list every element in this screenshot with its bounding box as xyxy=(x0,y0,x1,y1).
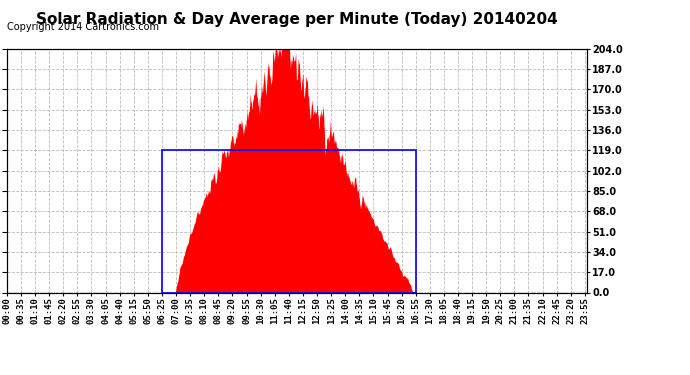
Bar xyxy=(162,150,415,292)
Text: Copyright 2014 Cartronics.com: Copyright 2014 Cartronics.com xyxy=(7,22,159,33)
Title: Solar Radiation & Day Average per Minute (Today) 20140204: Solar Radiation & Day Average per Minute… xyxy=(36,12,558,27)
